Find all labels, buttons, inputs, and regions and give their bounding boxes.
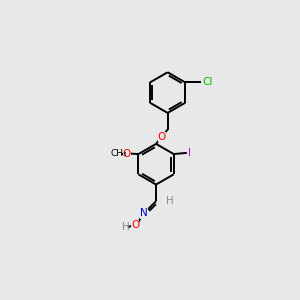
Text: I: I [188,148,191,158]
Text: H: H [122,223,130,232]
Text: O: O [158,132,166,142]
Text: N: N [140,208,148,218]
Text: CH₃: CH₃ [110,149,127,158]
Text: Cl: Cl [202,77,212,87]
Text: H: H [167,196,174,206]
Text: O: O [123,148,131,159]
Text: O: O [131,220,140,230]
